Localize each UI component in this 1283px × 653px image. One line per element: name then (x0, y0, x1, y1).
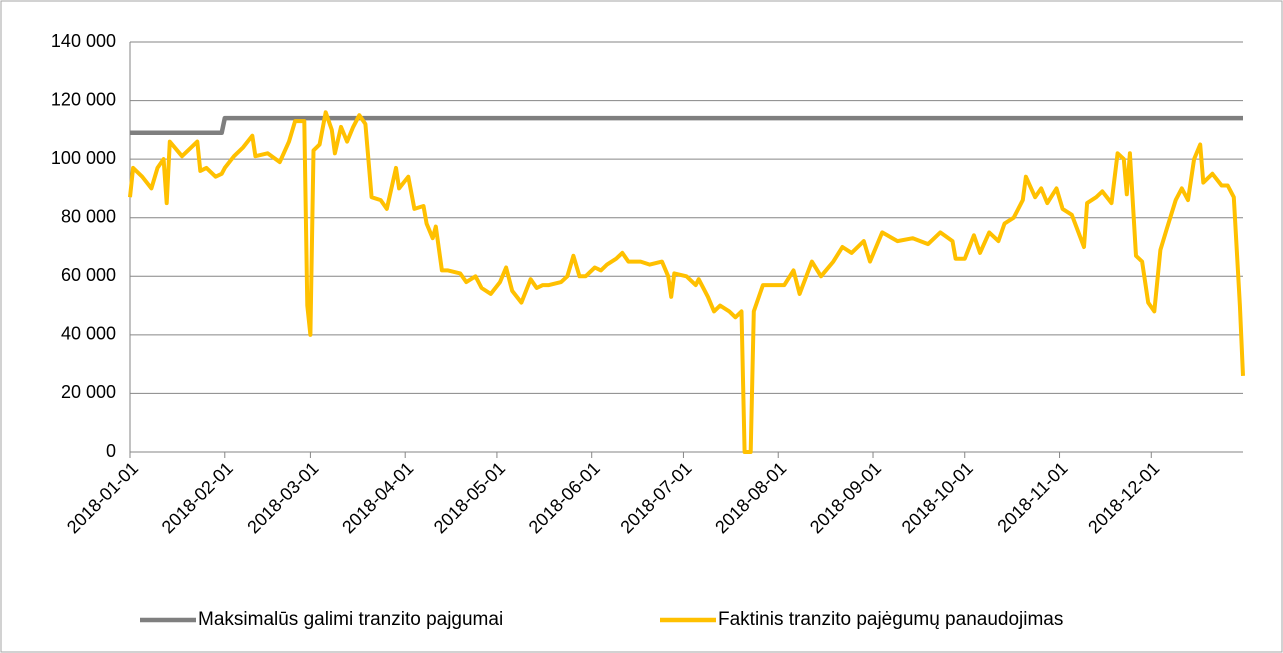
y-tick-label: 40 000 (61, 324, 116, 344)
legend-label: Faktinis tranzito pajėgumų panaudojimas (718, 609, 1063, 630)
y-tick-label: 20 000 (61, 382, 116, 402)
y-tick-label: 0 (106, 441, 116, 461)
y-tick-label: 140 000 (51, 31, 116, 51)
series-line (128, 110, 1245, 454)
y-tick-label: 100 000 (51, 148, 116, 168)
legend-label: Maksimalūs galimi tranzito pajgumai (198, 609, 503, 630)
legend: Maksimalūs galimi tranzito pajgumai Fakti… (140, 609, 1063, 630)
y-tick-label: 80 000 (61, 206, 116, 226)
y-tick-label: 60 000 (61, 265, 116, 285)
y-tick-label: 120 000 (51, 89, 116, 109)
series-line (130, 115, 1243, 136)
